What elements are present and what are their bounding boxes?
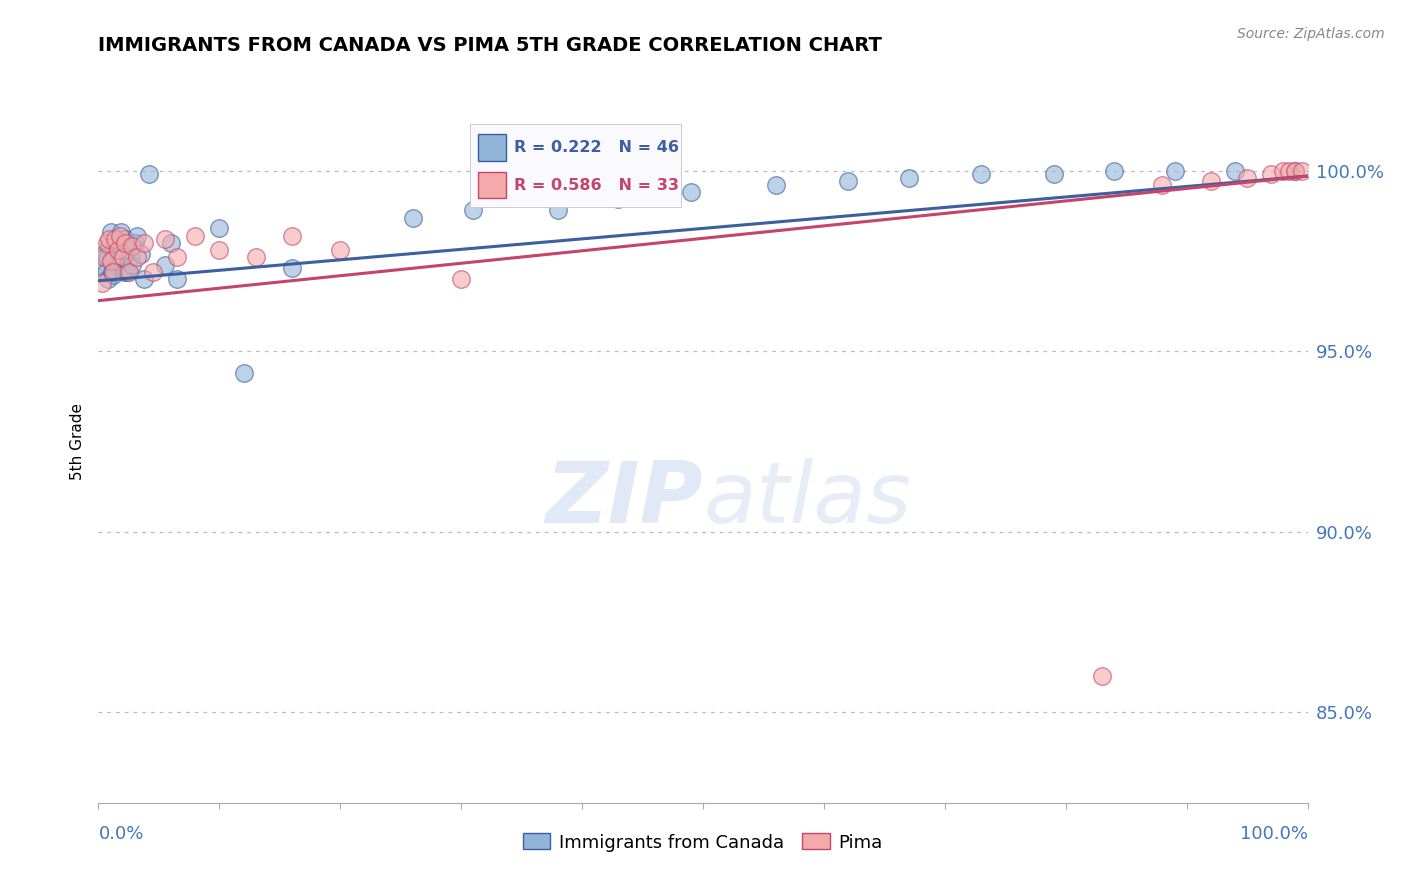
Point bbox=[463, 203, 485, 218]
Point bbox=[100, 225, 122, 239]
Y-axis label: 5th Grade: 5th Grade bbox=[70, 403, 86, 480]
Point bbox=[97, 272, 120, 286]
Point bbox=[91, 258, 114, 272]
Point bbox=[1236, 170, 1258, 185]
Point bbox=[104, 232, 127, 246]
Point bbox=[98, 239, 121, 253]
Point bbox=[1260, 167, 1282, 181]
Point bbox=[765, 178, 787, 192]
Point bbox=[281, 228, 304, 243]
Text: Source: ZipAtlas.com: Source: ZipAtlas.com bbox=[1237, 27, 1385, 41]
Point bbox=[153, 232, 176, 246]
Point bbox=[232, 366, 254, 380]
Point bbox=[118, 265, 141, 279]
Point bbox=[1042, 167, 1064, 181]
Point bbox=[134, 272, 156, 286]
Point bbox=[108, 243, 131, 257]
Point bbox=[1091, 669, 1114, 683]
Point bbox=[100, 253, 122, 268]
Point bbox=[1163, 163, 1185, 178]
Point bbox=[111, 250, 134, 264]
Point bbox=[245, 250, 267, 264]
Point bbox=[91, 276, 114, 290]
Text: 0.0%: 0.0% bbox=[98, 825, 143, 843]
Point bbox=[110, 225, 132, 239]
Point bbox=[114, 235, 136, 250]
Point bbox=[166, 250, 188, 264]
Point bbox=[105, 235, 128, 250]
Point bbox=[124, 235, 146, 250]
Point bbox=[134, 235, 156, 250]
Text: atlas: atlas bbox=[703, 458, 911, 541]
Text: IMMIGRANTS FROM CANADA VS PIMA 5TH GRADE CORRELATION CHART: IMMIGRANTS FROM CANADA VS PIMA 5TH GRADE… bbox=[98, 36, 883, 54]
Point bbox=[1102, 163, 1125, 178]
Point bbox=[402, 211, 425, 225]
Point bbox=[120, 250, 142, 264]
Point bbox=[1291, 163, 1313, 178]
Point bbox=[208, 243, 231, 257]
Point bbox=[679, 186, 702, 200]
Point bbox=[103, 250, 125, 264]
Point bbox=[108, 228, 131, 243]
Point bbox=[107, 253, 129, 268]
Point bbox=[160, 235, 183, 250]
Point bbox=[127, 250, 149, 264]
Point bbox=[127, 228, 149, 243]
Point bbox=[129, 246, 152, 260]
Point bbox=[153, 258, 176, 272]
Point bbox=[98, 232, 121, 246]
Point bbox=[121, 258, 143, 272]
Point bbox=[837, 174, 859, 188]
Point bbox=[547, 203, 569, 218]
Point bbox=[118, 243, 141, 257]
Point bbox=[112, 265, 135, 279]
Point bbox=[142, 265, 165, 279]
Point bbox=[166, 272, 188, 286]
Point bbox=[121, 239, 143, 253]
Point bbox=[1272, 163, 1295, 178]
Text: ZIP: ZIP bbox=[546, 458, 703, 541]
Point bbox=[281, 261, 304, 276]
Point bbox=[607, 193, 630, 207]
Point bbox=[208, 221, 231, 235]
Text: 100.0%: 100.0% bbox=[1240, 825, 1308, 843]
Legend: Immigrants from Canada, Pima: Immigrants from Canada, Pima bbox=[516, 826, 890, 859]
Point bbox=[1284, 163, 1306, 178]
Point bbox=[111, 250, 134, 264]
Point bbox=[117, 265, 139, 279]
Point bbox=[94, 265, 117, 279]
Point bbox=[1284, 163, 1306, 178]
Point bbox=[138, 167, 160, 181]
Point bbox=[101, 268, 124, 283]
Point bbox=[96, 235, 118, 250]
Point bbox=[1152, 178, 1174, 192]
Point bbox=[1223, 163, 1246, 178]
Point bbox=[1199, 174, 1222, 188]
Point bbox=[100, 265, 122, 279]
Point bbox=[96, 250, 118, 264]
Point bbox=[329, 243, 352, 257]
Point bbox=[450, 272, 472, 286]
Point bbox=[1278, 163, 1301, 178]
Point bbox=[93, 246, 115, 260]
Point bbox=[93, 250, 115, 264]
Point bbox=[897, 170, 920, 185]
Point bbox=[184, 228, 207, 243]
Point bbox=[114, 232, 136, 246]
Point bbox=[970, 167, 993, 181]
Point bbox=[101, 265, 124, 279]
Point bbox=[107, 243, 129, 257]
